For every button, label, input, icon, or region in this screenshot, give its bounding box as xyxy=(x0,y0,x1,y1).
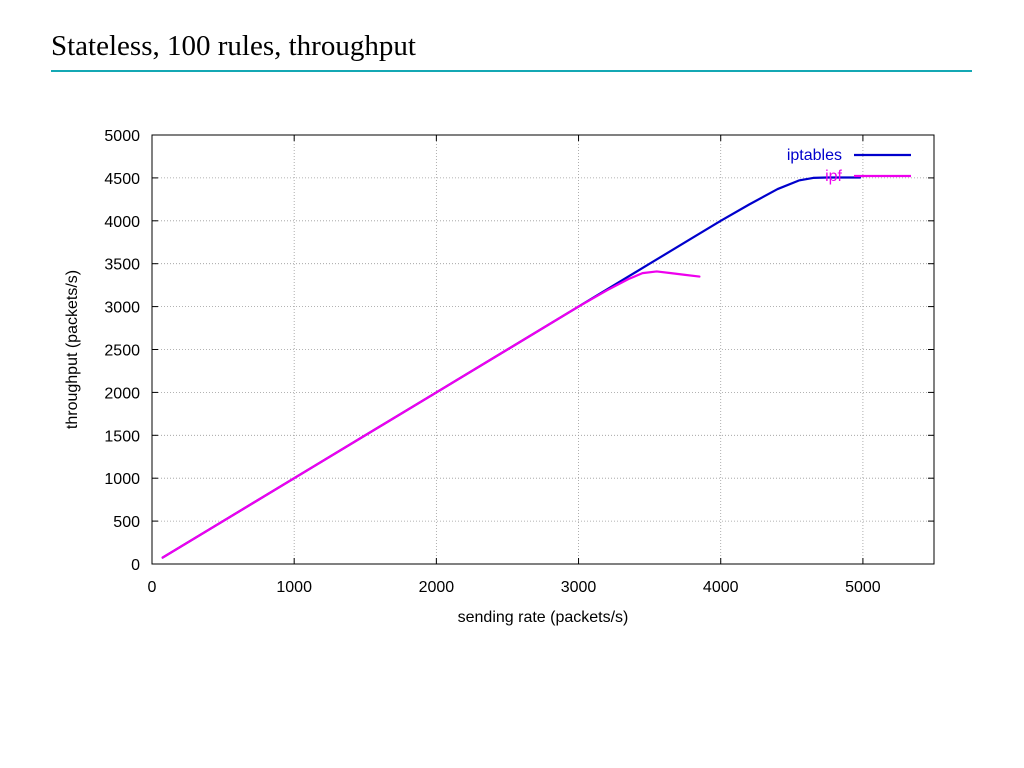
x-tick-label: 1000 xyxy=(276,579,312,596)
series-line-ipf xyxy=(161,270,701,559)
tick-layer: 0 1000 2000 3000 4000 5000 0 500 1000 1500 2000 250… xyxy=(104,128,934,596)
legend-label-ipf: ipf xyxy=(825,168,842,185)
title-divider xyxy=(51,70,972,72)
y-axis-label: throughput (packets/s) xyxy=(64,270,81,429)
legend: iptables ipf xyxy=(787,147,911,185)
y-tick-label: 5000 xyxy=(104,128,140,145)
y-tick-label: 0 xyxy=(131,557,140,574)
grid-layer xyxy=(152,135,934,564)
x-tick-label: 2000 xyxy=(419,579,455,596)
y-tick-label: 500 xyxy=(113,514,140,531)
series-line-iptables xyxy=(161,176,862,559)
x-tick-label: 4000 xyxy=(703,579,739,596)
x-tick-label: 3000 xyxy=(561,579,597,596)
x-tick-label: 5000 xyxy=(845,579,881,596)
x-axis-label: sending rate (packets/s) xyxy=(458,609,629,626)
y-tick-label: 4500 xyxy=(104,171,140,188)
y-tick-label: 3000 xyxy=(104,300,140,317)
y-tick-label: 2000 xyxy=(104,385,140,402)
y-tick-label: 4000 xyxy=(104,214,140,231)
legend-label-iptables: iptables xyxy=(787,147,842,164)
slide-title: Stateless, 100 rules, throughput xyxy=(51,30,416,62)
x-tick-label: 0 xyxy=(148,579,157,596)
y-tick-label: 1000 xyxy=(104,471,140,488)
y-tick-label: 3500 xyxy=(104,257,140,274)
y-tick-label: 2500 xyxy=(104,343,140,360)
y-tick-label: 1500 xyxy=(104,428,140,445)
series-layer xyxy=(161,176,862,559)
